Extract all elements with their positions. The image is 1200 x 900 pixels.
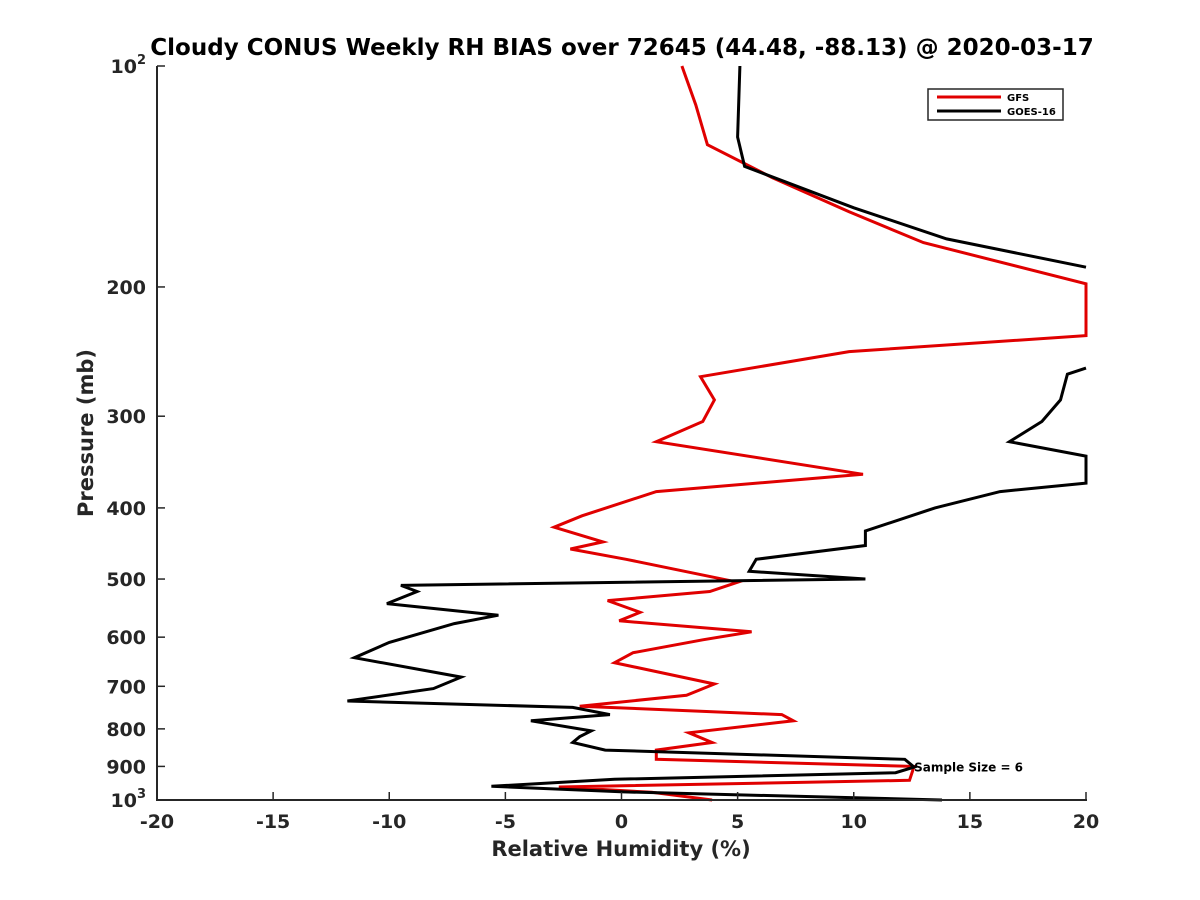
x-tick-label: -10	[372, 811, 406, 833]
sample-size-annotation: Sample Size = 6	[914, 760, 1023, 774]
x-axis: -20 -15 -10 -5 0 5 10 15 20	[140, 792, 1099, 833]
plot-frame-left	[156, 66, 158, 800]
series-line-goes16-upper	[736, 65, 1087, 269]
y-tick-label: 102	[111, 53, 147, 78]
x-tick-label: -20	[140, 811, 174, 833]
y-tick-label: 103	[111, 787, 147, 812]
y-tick-label: 400	[106, 498, 146, 520]
x-tick-label: 20	[1073, 811, 1099, 833]
x-tick-label: 5	[731, 811, 744, 833]
y-tick-label: 600	[106, 627, 146, 649]
legend-label-goes16: GOES-16	[1007, 107, 1056, 118]
chart-title: Cloudy CONUS Weekly RH BIAS over 72645 (…	[150, 35, 1093, 61]
y-axis: 102 200 300 400 500 600 700 800 900 103	[106, 53, 165, 812]
series-line-gfs	[549, 65, 1088, 802]
y-tick-label: 500	[106, 569, 146, 591]
x-tick-label: 15	[957, 811, 983, 833]
x-tick-label: 10	[841, 811, 867, 833]
x-axis-label: Relative Humidity (%)	[491, 837, 750, 861]
x-tick-label: 0	[615, 811, 628, 833]
y-tick-label: 200	[106, 277, 146, 299]
x-tick-label: -15	[256, 811, 290, 833]
y-tick-label: 700	[106, 676, 146, 698]
y-tick-label: 800	[106, 719, 146, 741]
y-tick-label: 900	[106, 756, 146, 778]
legend-box	[927, 88, 1064, 121]
legend: GFS GOES-16	[927, 88, 1064, 121]
series-line-goes16	[347, 366, 1088, 802]
legend-label-gfs: GFS	[1007, 93, 1029, 104]
y-tick-label: 300	[106, 406, 146, 428]
series-layer	[347, 65, 1088, 802]
x-tick-label: -5	[495, 811, 516, 833]
y-axis-label: Pressure (mb)	[74, 349, 98, 517]
